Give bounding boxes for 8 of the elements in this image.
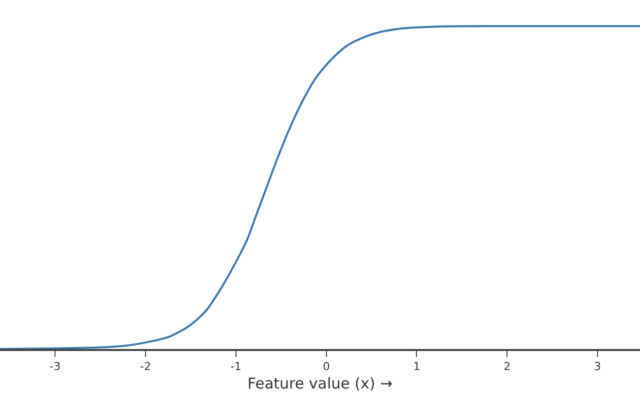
x-axis-title: Feature value (x) → [247,374,393,392]
x-tick-label: -2 [140,360,152,373]
x-tick-label: 3 [594,360,602,373]
x-tick-label: 2 [504,360,511,373]
x-tick-label: 1 [413,360,420,373]
x-tick-label: 0 [322,360,330,373]
x-tick-label: -1 [230,360,242,373]
x-tick-label: -3 [50,360,61,373]
